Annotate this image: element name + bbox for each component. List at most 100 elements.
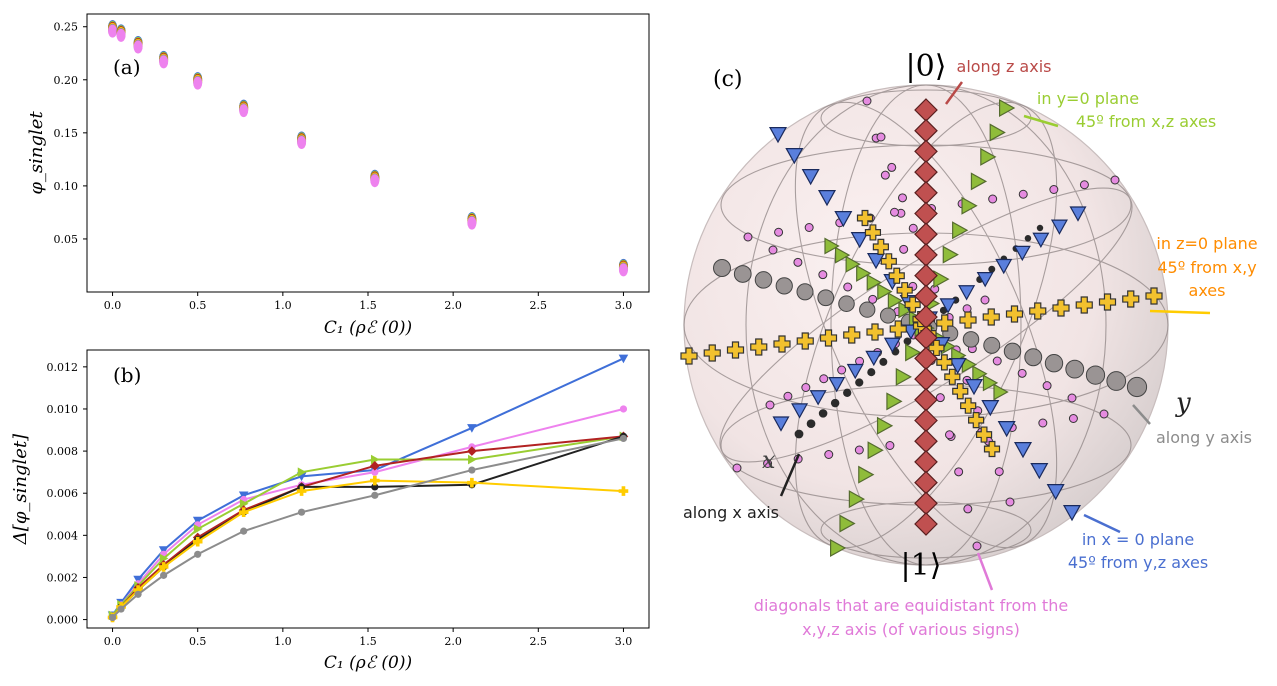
y-axis-annotation: along y axis — [1156, 428, 1252, 447]
z0-plane-marker — [726, 341, 745, 359]
x-axis-leader — [779, 453, 801, 497]
z0-plane-marker — [983, 440, 1001, 458]
x-tick-label: 1.0 — [274, 635, 292, 648]
x0-plane-marker — [768, 126, 788, 144]
y0-plane-marker — [886, 392, 903, 411]
z0-plane-annotation-line1: in z=0 plane — [1156, 234, 1257, 253]
x-axis-marker — [879, 357, 888, 366]
y-axis-marker — [962, 331, 980, 348]
axis-x-label: x — [762, 446, 776, 474]
panel-b-series — [108, 434, 628, 622]
y0-plane-marker — [993, 383, 1009, 401]
y0-plane-annotation-line1: in y=0 plane — [1037, 89, 1139, 108]
panel-a-marks — [108, 20, 628, 277]
y-tick-label: 0.008 — [47, 445, 79, 458]
z0-plane-marker — [889, 320, 907, 338]
x-tick-label: 0.5 — [189, 299, 207, 312]
z0-plane-marker — [856, 209, 874, 227]
panel-a-ticks: 0.0 0.5 1.0 1.5 2.0 2.5 3.0 0.05 0.10 0.15 0.20 0.2… — [54, 21, 633, 312]
x0-plane-marker — [801, 169, 820, 186]
diag-marker — [837, 365, 847, 375]
y0-plane-marker — [895, 367, 912, 386]
panel-b-series — [107, 475, 629, 623]
x0-plane-marker — [948, 358, 967, 375]
panel-b-series-line — [111, 435, 624, 616]
x0-plane-marker — [772, 416, 790, 432]
x0-plane-marker — [865, 350, 883, 367]
z0-plane-marker — [866, 323, 884, 341]
panel-a-label: (a) — [113, 55, 141, 79]
z-axis-annotation: along z axis — [957, 57, 1052, 76]
diag-marker — [887, 162, 897, 172]
y-tick-label: 0.006 — [47, 487, 79, 500]
panel-a-point-layer — [108, 24, 118, 38]
diag-marker — [994, 467, 1004, 477]
diag-marker — [732, 463, 742, 473]
y-tick-label: 0.002 — [47, 571, 79, 584]
x-tick-label: 1.0 — [274, 299, 292, 312]
y0-plane-marker — [839, 514, 856, 533]
y-tick-label: 0.15 — [54, 127, 79, 140]
y-axis-marker — [983, 336, 1001, 354]
panel-b-point — [159, 553, 169, 564]
panel-b-point — [371, 468, 379, 476]
diag-marker — [819, 374, 829, 384]
x0-plane-marker — [791, 403, 809, 419]
panel-b-ticks: 0.0 0.5 1.0 1.5 2.0 2.5 3.0 0.000 0.002 0.004 0.00… — [47, 361, 633, 648]
x0-plane-marker — [981, 400, 1000, 417]
z-axis-series — [914, 98, 938, 536]
panel-b-point — [158, 562, 169, 572]
y-axis-marker — [733, 265, 752, 283]
x0-plane-marker — [817, 190, 837, 207]
panel-a-point-layer — [193, 76, 203, 90]
diag-marker — [843, 282, 853, 292]
x0-plane-annotation-line1: in x = 0 plane — [1082, 530, 1194, 549]
panel-b-point — [619, 405, 628, 413]
x0-plane-marker — [958, 285, 976, 301]
x-axis-marker — [867, 368, 876, 377]
x-axis-marker — [988, 265, 996, 273]
y-axis-marker — [1024, 348, 1043, 367]
panel-a-chart: 0.0 0.5 1.0 1.5 2.0 2.5 3.0 0.05 0.10 0.15 0.20 0.2… — [26, 13, 650, 338]
z0-plane-marker — [843, 326, 861, 344]
y0-plane-marker — [824, 237, 840, 255]
z-axis-marker — [914, 512, 938, 536]
diag-marker — [1042, 381, 1052, 391]
panel-c-bloch-sphere: (c) |0⟩ |1⟩ x y — [680, 49, 1258, 639]
panel-a-point — [618, 258, 628, 277]
z0-plane-marker — [703, 344, 721, 362]
y0-plane-marker — [972, 365, 988, 383]
x0-plane-marker — [850, 232, 869, 249]
diag-marker — [862, 96, 872, 106]
z0-plane-marker — [1122, 290, 1140, 308]
y-axis-marker — [1106, 371, 1127, 391]
x-tick-label: 2.5 — [530, 635, 548, 648]
x0-plane-marker — [785, 148, 804, 165]
x0-plane-marker — [1032, 232, 1050, 248]
diag-marker — [854, 445, 864, 455]
y0-plane-marker — [829, 538, 847, 558]
y-axis-marker — [838, 295, 855, 312]
panel-b-point — [193, 524, 203, 534]
y-tick-label: 0.004 — [47, 529, 79, 542]
y0-plane-marker — [876, 416, 894, 435]
z0-plane-marker — [936, 354, 953, 371]
diag-marker — [963, 504, 973, 514]
x-tick-label: 2.0 — [444, 635, 462, 648]
diag-marker — [1049, 185, 1059, 194]
panel-b-point — [192, 536, 203, 547]
y0-plane-marker — [848, 490, 866, 509]
x-tick-label: 3.0 — [615, 299, 633, 312]
panel-b-series-line — [111, 479, 624, 619]
diag-marker — [898, 193, 907, 203]
panel-a-point — [108, 20, 118, 38]
panel-a-point — [159, 50, 169, 69]
z0-plane-marker — [1052, 299, 1070, 317]
z0-plane-marker — [959, 311, 977, 329]
panel-a-point-layer — [618, 263, 628, 277]
z0-plane-marker — [904, 296, 921, 313]
y-axis-marker — [859, 301, 876, 318]
x0-plane-marker — [834, 211, 853, 228]
diag-marker — [880, 170, 890, 180]
y0-plane-marker — [970, 172, 988, 191]
